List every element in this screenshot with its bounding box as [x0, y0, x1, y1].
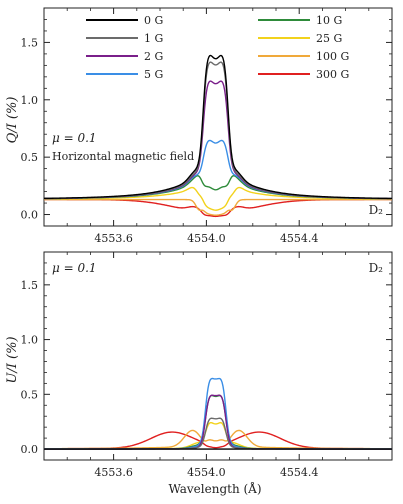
legend-label-25g: 25 G [316, 32, 342, 45]
y-tick-label-top-3: 1.5 [21, 36, 39, 49]
series-line-top-300g [44, 198, 392, 218]
series-line-top-25g [43, 186, 393, 211]
panel-bottom: 0.0 0.5 1.0 1.5 4553.6 4554.0 4554.4 U/I (%) μ… [5, 251, 393, 479]
axis-ticks-bottom: 0.0 0.5 1.0 1.5 4553.6 4554.0 4554.4 [21, 251, 392, 479]
x-tick-label-bottom-1: 4554.0 [187, 466, 226, 479]
legend-label-300g: 300 G [316, 68, 349, 81]
axis-ticks-top: 0.0 0.5 1.0 1.5 4553.6 4554.0 4554.4 [21, 7, 392, 245]
legend-label-0g: 0 G [144, 14, 163, 27]
x-tick-label-top-0: 4553.6 [94, 232, 133, 245]
annotation-line-bottom: D₂ [369, 261, 384, 275]
plot-frame-bottom [43, 251, 393, 461]
y-tick-label-bottom-2: 1.0 [21, 334, 39, 347]
series-line-bottom-100g [44, 429, 392, 450]
series-line-bottom-5g [44, 377, 392, 450]
y-tick-label-bottom-3: 1.5 [21, 279, 39, 292]
series-lines-bottom [44, 377, 392, 450]
x-tick-label-bottom-0: 4553.6 [94, 466, 133, 479]
series-line-bottom-25g [44, 421, 392, 450]
series-line-top-100g [44, 198, 392, 216]
series-lines-top [43, 54, 393, 218]
y-tick-label-top-2: 1.0 [21, 94, 39, 107]
annotation-mu-bottom: μ = 0.1 [52, 261, 97, 275]
legend: 0 G 1 G 2 G 5 G 10 G 25 G 100 G 300 G [86, 14, 349, 81]
series-line-top-0g [43, 54, 393, 200]
legend-label-100g: 100 G [316, 50, 349, 63]
annotation-field: Horizontal magnetic field [52, 150, 194, 163]
series-line-top-10g [43, 175, 392, 200]
legend-label-1g: 1 G [144, 32, 163, 45]
y-tick-label-bottom-0: 0.0 [21, 443, 39, 456]
y-axis-label-top: Q/I (%) [5, 97, 20, 144]
x-tick-label-top-1: 4554.0 [187, 232, 226, 245]
legend-label-2g: 2 G [144, 50, 163, 63]
legend-label-10g: 10 G [316, 14, 342, 27]
annotation-mu-top: μ = 0.1 [52, 131, 97, 145]
y-axis-label-bottom: U/I (%) [5, 336, 20, 383]
y-tick-label-top-0: 0.0 [21, 209, 39, 222]
x-tick-label-bottom-2: 4554.4 [280, 466, 319, 479]
legend-label-5g: 5 G [144, 68, 163, 81]
panel-top: 0.0 0.5 1.0 1.5 4553.6 4554.0 4554.4 0 G 1 G 2 G… [5, 7, 393, 245]
annotation-line-top: D₂ [369, 203, 384, 217]
y-tick-label-top-1: 0.5 [21, 151, 39, 164]
y-tick-label-bottom-1: 0.5 [21, 388, 39, 401]
x-axis-label: Wavelength (Å) [168, 481, 261, 496]
x-tick-label-top-2: 4554.4 [280, 232, 319, 245]
plot-frame-top [43, 7, 393, 227]
